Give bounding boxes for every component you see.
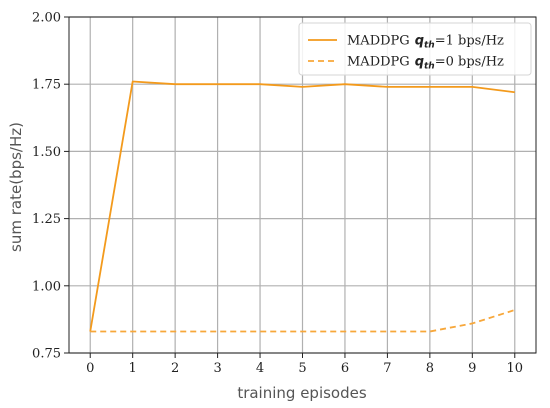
x-tick-label: 1 xyxy=(129,361,137,376)
y-tick-label: 2.00 xyxy=(32,11,61,26)
legend-prefix: MADDPG xyxy=(347,55,410,70)
series-line-2 xyxy=(90,309,516,333)
x-tick-label: 3 xyxy=(213,361,221,376)
legend-symbol: q xyxy=(415,34,424,49)
axis-ticks xyxy=(64,16,516,358)
series-line-1 xyxy=(89,80,515,332)
y-tick-labels: 0.75 1.00 1.25 1.50 1.75 2.00 xyxy=(32,11,61,362)
y-axis-label: sum rate(bps/Hz) xyxy=(7,122,25,252)
legend-box xyxy=(298,22,532,76)
x-tick-label: 2 xyxy=(171,361,179,376)
x-tick-label: 10 xyxy=(506,361,523,376)
x-tick-label: 5 xyxy=(298,361,306,376)
x-tick-label: 8 xyxy=(426,361,434,376)
series-layer xyxy=(89,80,516,333)
x-tick-label: 9 xyxy=(468,361,476,376)
legend-symbol: q xyxy=(415,55,424,70)
legend-subscript: th xyxy=(424,41,435,51)
x-tick-label: 6 xyxy=(341,361,349,376)
y-tick-label: 0.75 xyxy=(32,347,61,362)
legend-entry-1: MADDPG qth=1 bps/Hz xyxy=(347,34,504,51)
x-tick-label: 0 xyxy=(86,361,94,376)
y-tick-label: 1.75 xyxy=(32,78,61,93)
x-tick-labels: 0 1 2 3 4 5 6 7 8 9 10 xyxy=(86,361,523,376)
x-axis-label: training episodes xyxy=(237,384,367,402)
x-tick-label: 7 xyxy=(383,361,391,376)
legend-suffix: =1 bps/Hz xyxy=(435,34,504,49)
y-tick-label: 1.00 xyxy=(32,279,61,294)
legend-entry-2: MADDPG qth=0 bps/Hz xyxy=(347,55,504,72)
legend-subscript: th xyxy=(424,62,435,72)
y-tick-label: 1.50 xyxy=(32,145,61,160)
legend-suffix: =0 bps/Hz xyxy=(435,55,504,70)
x-tick-label: 4 xyxy=(256,361,264,376)
legend-prefix: MADDPG xyxy=(347,34,410,49)
y-tick-label: 1.25 xyxy=(32,212,61,227)
